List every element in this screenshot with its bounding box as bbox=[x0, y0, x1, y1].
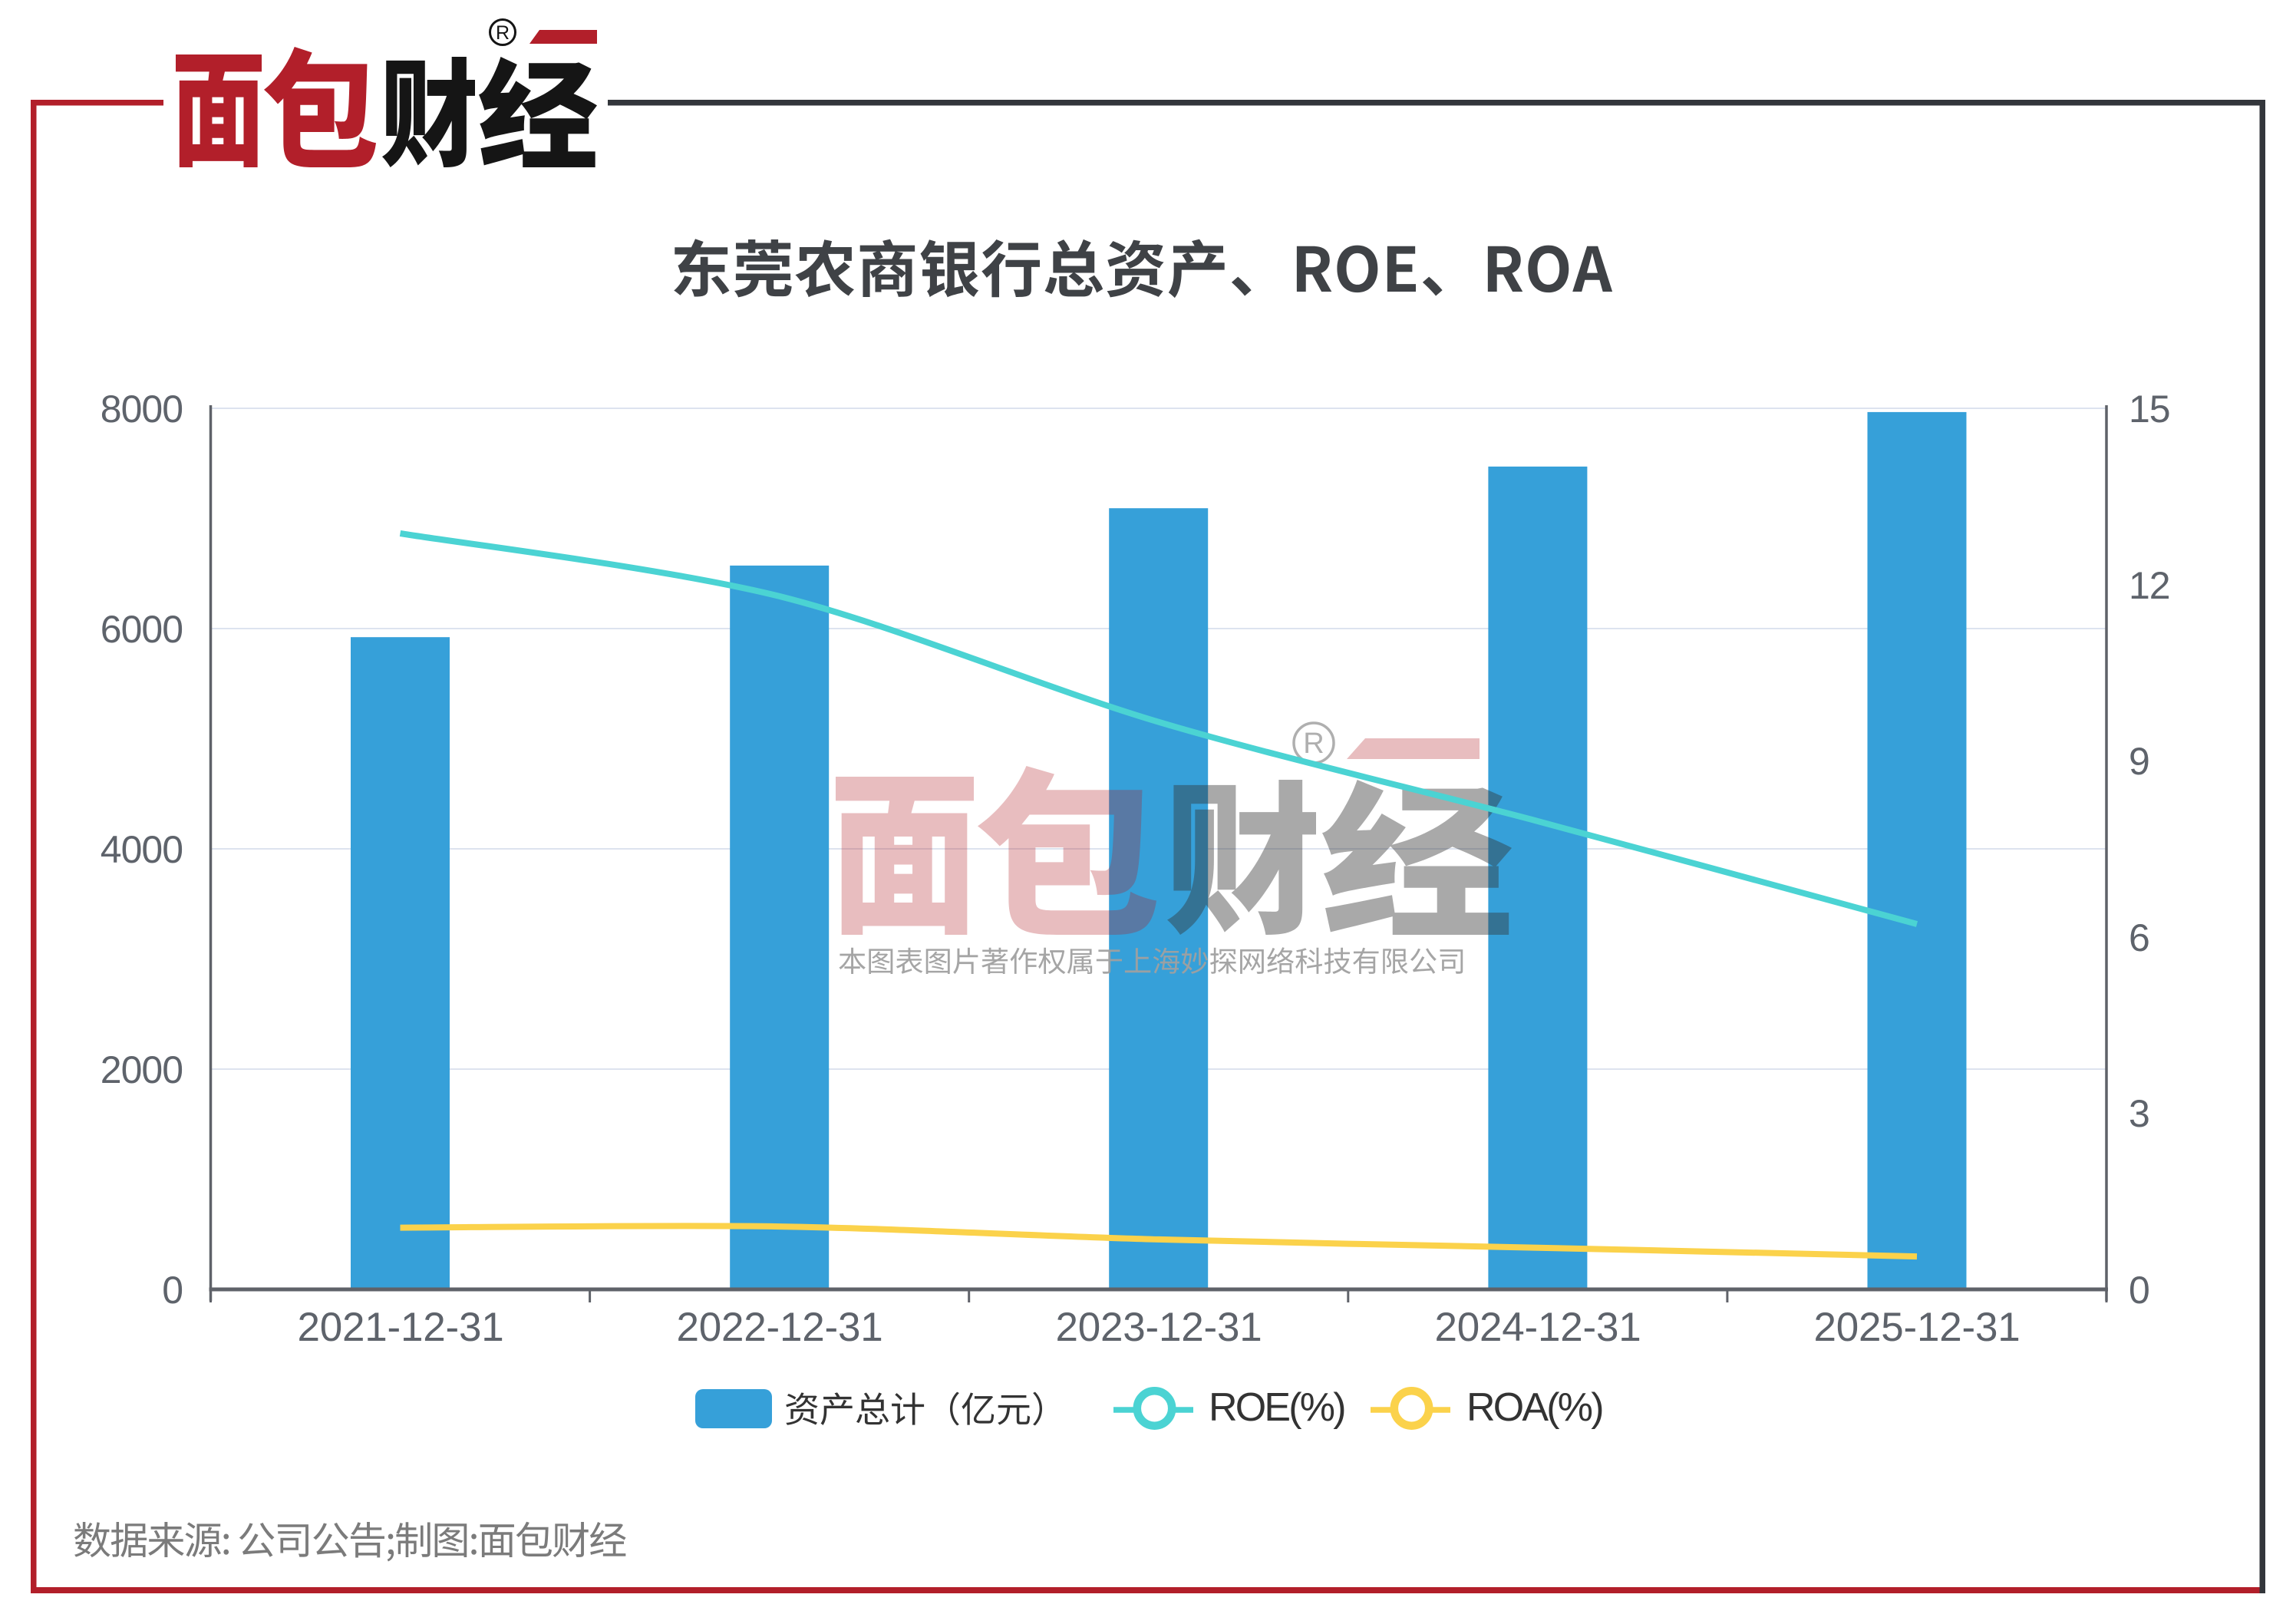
svg-text:9: 9 bbox=[2129, 740, 2149, 783]
svg-text:2022-12-31: 2022-12-31 bbox=[676, 1305, 882, 1350]
svg-text:3: 3 bbox=[2129, 1092, 2149, 1135]
svg-text:2023-12-31: 2023-12-31 bbox=[1055, 1305, 1262, 1350]
svg-text:2024-12-31: 2024-12-31 bbox=[1434, 1305, 1641, 1350]
svg-text:R: R bbox=[496, 22, 510, 44]
svg-text:2021-12-31: 2021-12-31 bbox=[297, 1305, 503, 1350]
svg-text:2000: 2000 bbox=[101, 1048, 183, 1091]
svg-text:4000: 4000 bbox=[101, 828, 183, 871]
svg-text:0: 0 bbox=[2129, 1269, 2149, 1312]
svg-text:6000: 6000 bbox=[101, 608, 183, 651]
svg-text:ROA(%): ROA(%) bbox=[1466, 1385, 1602, 1430]
svg-text:6: 6 bbox=[2129, 916, 2149, 959]
svg-text:12: 12 bbox=[2129, 564, 2170, 607]
svg-text:15: 15 bbox=[2129, 388, 2170, 431]
svg-text:ROE(%): ROE(%) bbox=[1209, 1385, 1344, 1430]
svg-text:R: R bbox=[1303, 728, 1324, 760]
svg-text:2025-12-31: 2025-12-31 bbox=[1813, 1305, 2020, 1350]
svg-text:8000: 8000 bbox=[101, 388, 183, 431]
svg-text:0: 0 bbox=[162, 1269, 183, 1312]
